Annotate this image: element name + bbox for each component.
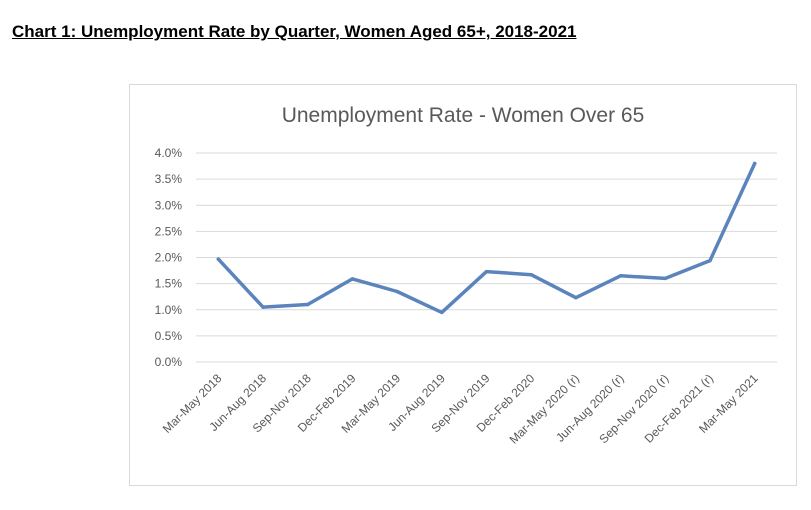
y-tick-label: 2.0%: [155, 251, 183, 265]
y-axis: 0.0% 0.5% 1.0% 1.5% 2.0% 2.5% 3.0% 3.5% 4.0%: [155, 146, 183, 369]
data-point: [618, 274, 623, 278]
data-point: [574, 295, 578, 300]
gridlines: [196, 152, 777, 363]
chart-title: Unemployment Rate - Women Over 65: [282, 104, 645, 127]
y-tick-label: 3.5%: [155, 172, 183, 186]
y-tick-label: 4.0%: [155, 146, 183, 160]
data-point: [752, 161, 757, 166]
data-point: [440, 310, 444, 315]
y-tick-label: 0.0%: [155, 355, 183, 369]
series-line: [216, 161, 757, 315]
data-point: [395, 289, 399, 294]
data-point: [708, 258, 712, 263]
data-point: [350, 277, 355, 281]
data-point: [484, 269, 489, 274]
page-heading: Chart 1: Unemployment Rate by Quarter, W…: [12, 22, 577, 41]
data-point: [529, 272, 533, 277]
y-tick-label: 2.5%: [155, 224, 183, 238]
y-tick-label: 0.5%: [155, 329, 183, 343]
series-group: [216, 161, 757, 315]
data-point: [663, 276, 668, 281]
y-tick-label: 1.5%: [155, 277, 183, 291]
data-point: [216, 257, 221, 261]
data-point: [305, 302, 310, 307]
y-tick-label: 1.0%: [155, 303, 183, 317]
y-tick-label: 3.0%: [155, 198, 183, 212]
data-point: [261, 305, 265, 309]
